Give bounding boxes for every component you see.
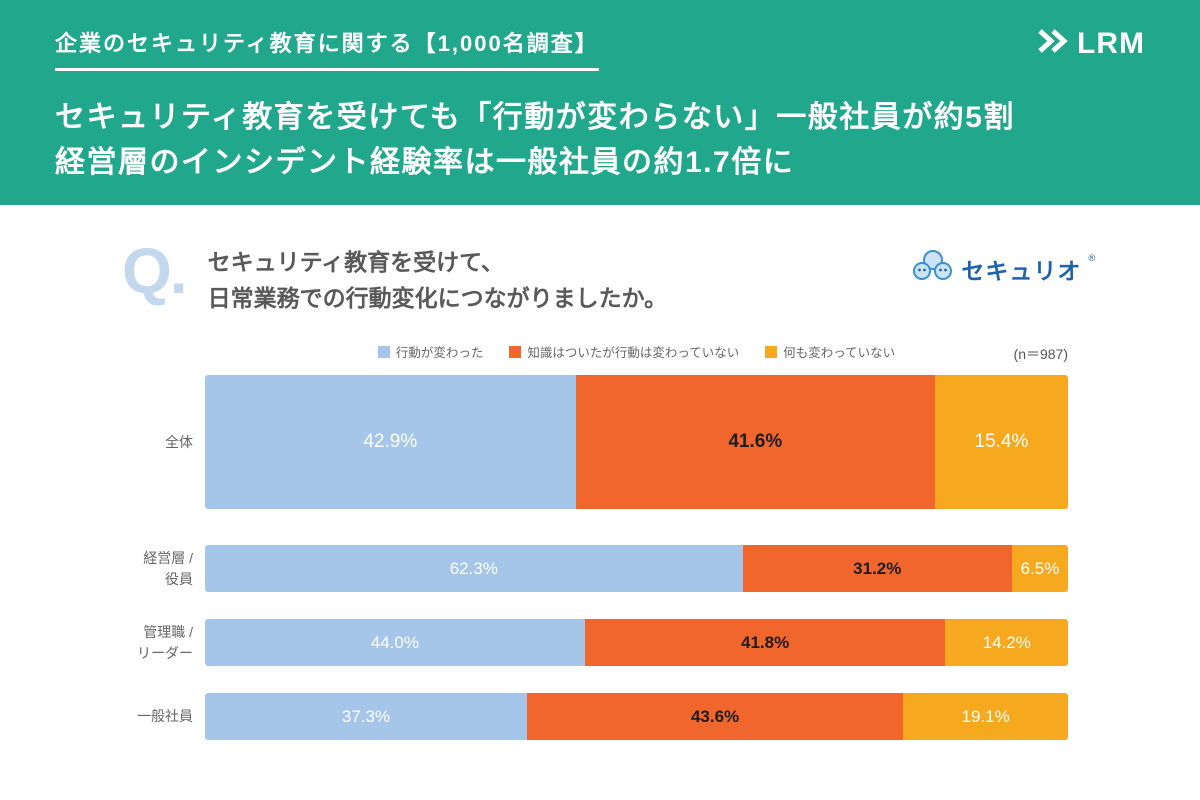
row-label: 管理職 / リーダー [137, 623, 193, 661]
stacked-bar-chart: 全体 42.9% 41.6% 15.4% 経営層 / 役員 62.3% 31.2% 6.5% 管理… [115, 375, 1068, 741]
bar-segment: 44.0% [205, 619, 585, 667]
securio-icon [912, 249, 954, 288]
legend-item: 行動が変わった [377, 342, 484, 361]
headline-line-1: セキュリティ教育を受けても「行動が変わらない」一般社員が約5割 [55, 101, 1015, 134]
bar-segment: 41.8% [584, 619, 946, 667]
stacked-bar: 62.3% 31.2% 6.5% [205, 545, 1068, 593]
registered-mark: ® [1088, 253, 1095, 263]
sample-size-label: (n＝987) [1013, 346, 1068, 363]
stacked-bar: 37.3% 43.6% 19.1% [205, 693, 1068, 741]
bar-segment: 43.6% [526, 693, 904, 741]
bar-segment: 62.3% [205, 545, 743, 593]
bar-row: 管理職 / リーダー 44.0% 41.8% 14.2% [115, 619, 1068, 667]
legend-label: 知識はついたが行動は変わっていない [527, 346, 740, 361]
stacked-bar: 42.9% 41.6% 15.4% [205, 375, 1068, 510]
bar-segment: 31.2% [742, 545, 1012, 593]
header-top-row: 企業のセキュリティ教育に関する【1,000名調査】 LRM [55, 26, 1145, 71]
bar-segment: 41.6% [575, 375, 935, 510]
lrm-chevrons-icon [1036, 28, 1070, 59]
question-text: セキュリティ教育を受けて、 日常業務での行動変化につながりましたか。 [208, 241, 668, 316]
legend-item: 何も変わっていない [765, 342, 895, 361]
question-row: Q. セキュリティ教育を受けて、 日常業務での行動変化につながりましたか。 セキ… [122, 235, 1095, 316]
bar-segment: 37.3% [205, 693, 527, 741]
bar-segment: 14.2% [945, 619, 1068, 667]
row-label: 一般社員 [137, 708, 193, 725]
legend-swatch [765, 345, 778, 358]
question-line-1: セキュリティ教育を受けて、 [207, 249, 505, 275]
header-banner: 企業のセキュリティ教育に関する【1,000名調査】 LRM セキュリティ教育を受… [0, 0, 1200, 205]
legend-label: 行動が変わった [395, 346, 484, 361]
bar-segment: 42.9% [205, 375, 576, 510]
bar-row: 全体 42.9% 41.6% 15.4% [115, 375, 1068, 510]
legend-row: 行動が変わった 知識はついたが行動は変わっていない 何も変わっていない (n＝987… [115, 342, 1068, 362]
bar-segment: 19.1% [903, 693, 1068, 741]
bar-row: 経営層 / 役員 62.3% 31.2% 6.5% [115, 545, 1068, 593]
legend-item: 知識はついたが行動は変わっていない [509, 342, 739, 361]
main-content: Q. セキュリティ教育を受けて、 日常業務での行動変化につながりましたか。 セキ… [0, 205, 1200, 741]
stacked-bar: 44.0% 41.8% 14.2% [205, 619, 1068, 667]
row-label: 全体 [165, 433, 193, 450]
row-label: 経営層 / 役員 [143, 549, 193, 587]
question-mark: Q. [122, 235, 188, 307]
legend-swatch [509, 345, 522, 358]
survey-title: 企業のセキュリティ教育に関する【1,000名調査】 [55, 26, 599, 71]
chart-legend: 行動が変わった 知識はついたが行動は変わっていない 何も変わっていない [205, 342, 1068, 361]
securio-logo: セキュリオ ® [912, 249, 1095, 288]
lrm-logo: LRM [1036, 28, 1145, 59]
bar-segment: 6.5% [1011, 545, 1068, 593]
legend-swatch [377, 345, 390, 358]
headline: セキュリティ教育を受けても「行動が変わらない」一般社員が約5割 経営層のインシデ… [55, 95, 1145, 185]
securio-logo-text: セキュリオ [961, 257, 1082, 284]
bar-row: 一般社員 37.3% 43.6% 19.1% [115, 693, 1068, 741]
bar-segment: 15.4% [934, 375, 1068, 510]
headline-line-2: 経営層のインシデント経験率は一般社員の約1.7倍に [55, 146, 795, 179]
legend-label: 何も変わっていない [783, 346, 896, 361]
lrm-logo-text: LRM [1077, 26, 1145, 60]
question-line-2: 日常業務での行動変化につながりましたか。 [207, 284, 668, 311]
